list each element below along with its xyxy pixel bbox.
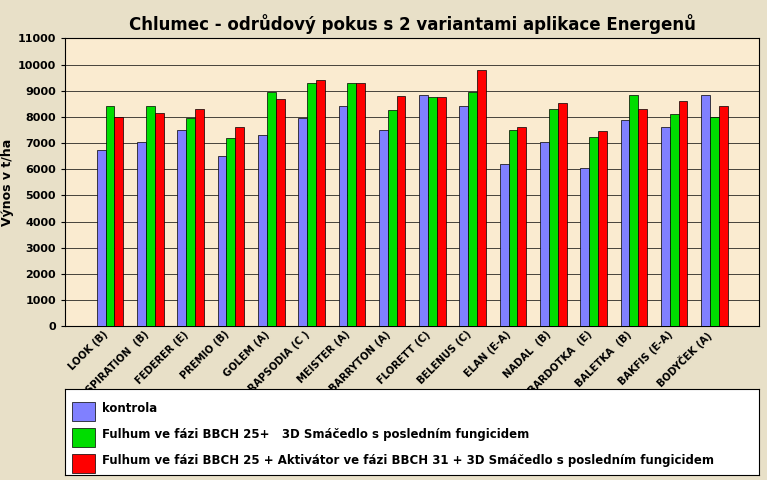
Text: Fulhum ve fázi BBCH 25 + Aktivátor ve fázi BBCH 31 + 3D Smáčedlo s posledním fun: Fulhum ve fázi BBCH 25 + Aktivátor ve fá… [102, 454, 714, 467]
Bar [195, 109, 204, 326]
Bar [258, 135, 267, 326]
Title: Chlumec - odrůdový pokus s 2 variantami aplikace Energenů: Chlumec - odrůdový pokus s 2 variantami … [129, 14, 696, 34]
Bar [540, 142, 549, 326]
Bar [307, 83, 316, 326]
Bar [719, 107, 728, 326]
Bar [437, 97, 446, 326]
Bar [155, 113, 163, 326]
Bar [459, 107, 469, 326]
FancyBboxPatch shape [72, 428, 95, 447]
FancyBboxPatch shape [72, 402, 95, 421]
Bar [267, 92, 275, 326]
Bar [97, 150, 106, 326]
Bar [428, 97, 437, 326]
Bar [275, 98, 285, 326]
Bar [670, 114, 679, 326]
Bar [469, 92, 477, 326]
Bar [500, 164, 509, 326]
Bar [379, 130, 387, 326]
Bar [316, 80, 324, 326]
Bar [235, 127, 244, 326]
Bar [226, 138, 235, 326]
Bar [186, 118, 195, 326]
Bar [549, 109, 558, 326]
Bar [114, 117, 123, 326]
Bar [581, 168, 589, 326]
Bar [106, 107, 114, 326]
Bar [146, 107, 155, 326]
Bar [477, 70, 486, 326]
Text: Fulhum ve fázi BBCH 25+   3D Smáčedlo s posledním fungicidem: Fulhum ve fázi BBCH 25+ 3D Smáčedlo s po… [102, 428, 529, 441]
Bar [298, 118, 307, 326]
Bar [679, 101, 687, 326]
Bar [137, 142, 146, 326]
Bar [589, 137, 598, 326]
Bar [177, 130, 186, 326]
Text: kontrola: kontrola [102, 402, 157, 415]
Bar [509, 130, 518, 326]
Bar [338, 107, 347, 326]
Bar [419, 95, 428, 326]
FancyBboxPatch shape [72, 454, 95, 473]
Y-axis label: Výnos v t/ha: Výnos v t/ha [1, 139, 14, 226]
Bar [630, 95, 638, 326]
Bar [598, 132, 607, 326]
Bar [661, 127, 670, 326]
Bar [710, 117, 719, 326]
Bar [638, 109, 647, 326]
Bar [397, 96, 406, 326]
Bar [701, 95, 710, 326]
Bar [347, 83, 356, 326]
Bar [218, 156, 226, 326]
Bar [621, 120, 630, 326]
Bar [558, 103, 567, 326]
Bar [518, 127, 526, 326]
Bar [387, 110, 397, 326]
Bar [356, 83, 365, 326]
